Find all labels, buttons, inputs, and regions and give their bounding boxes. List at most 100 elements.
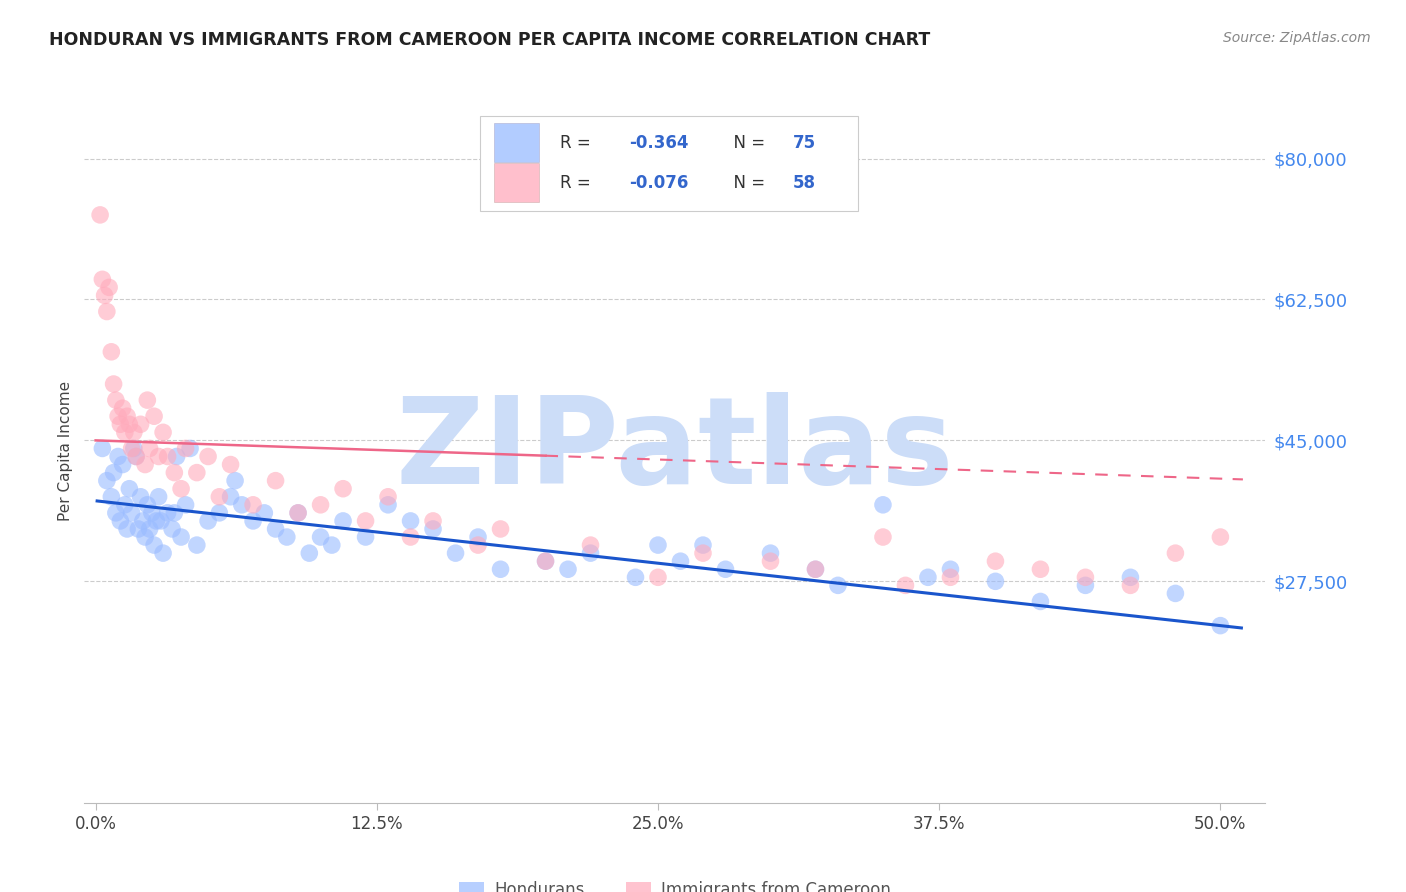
Point (129, 417, 152, 432)
Point (118, 482, 141, 496)
Point (467, 530, 489, 544)
Point (174, 442, 197, 456)
Text: -0.076: -0.076 (628, 174, 688, 192)
Point (98, 280, 121, 294)
Point (121, 442, 143, 456)
Point (100, 344, 122, 359)
Point (96, 304, 118, 318)
Text: 75: 75 (793, 134, 815, 152)
Point (186, 538, 208, 552)
Point (111, 401, 134, 416)
Point (125, 450, 148, 464)
Point (107, 450, 129, 464)
Point (141, 506, 163, 520)
Point (115, 522, 138, 536)
Point (1209, 530, 1232, 544)
Point (145, 514, 167, 528)
Point (197, 450, 219, 464)
Point (114, 425, 136, 440)
Point (984, 554, 1007, 568)
Point (917, 570, 939, 584)
Point (127, 522, 149, 536)
Point (136, 498, 159, 512)
Point (103, 466, 125, 480)
Point (1119, 578, 1142, 592)
Point (174, 498, 197, 512)
Point (1029, 562, 1052, 576)
Point (163, 506, 186, 520)
Point (122, 442, 145, 456)
Point (118, 417, 141, 432)
Point (872, 530, 894, 544)
Point (692, 546, 714, 560)
Point (253, 506, 276, 520)
Point (354, 530, 377, 544)
Point (134, 458, 156, 472)
Point (354, 514, 377, 528)
Point (129, 490, 152, 504)
Point (276, 530, 298, 544)
Point (714, 562, 737, 576)
Point (208, 490, 231, 504)
Point (1029, 594, 1052, 608)
Point (422, 514, 444, 528)
Point (1164, 546, 1187, 560)
Point (104, 506, 127, 520)
Point (647, 570, 669, 584)
Point (170, 530, 193, 544)
Point (163, 466, 186, 480)
Y-axis label: Per Capita Income: Per Capita Income (58, 380, 73, 521)
Point (759, 554, 782, 568)
Point (647, 538, 669, 552)
Point (110, 417, 132, 432)
Point (156, 450, 179, 464)
Point (242, 498, 264, 512)
Point (110, 514, 132, 528)
Point (489, 522, 512, 536)
Point (125, 450, 148, 464)
FancyBboxPatch shape (494, 123, 538, 161)
Point (444, 546, 467, 560)
Point (264, 474, 287, 488)
FancyBboxPatch shape (494, 163, 538, 202)
Point (939, 570, 962, 584)
Point (219, 490, 242, 504)
Text: Source: ZipAtlas.com: Source: ZipAtlas.com (1223, 31, 1371, 45)
Point (143, 409, 166, 424)
Point (321, 538, 343, 552)
Point (804, 562, 827, 576)
Point (534, 554, 557, 568)
Point (100, 490, 122, 504)
Point (160, 522, 183, 536)
Point (399, 514, 422, 528)
Point (534, 554, 557, 568)
Legend: Hondurans, Immigrants from Cameroon: Hondurans, Immigrants from Cameroon (453, 874, 897, 892)
Point (231, 498, 253, 512)
Point (579, 546, 602, 560)
Point (332, 482, 354, 496)
Point (287, 506, 309, 520)
Point (692, 538, 714, 552)
Point (467, 538, 489, 552)
Point (148, 490, 170, 504)
Point (579, 538, 602, 552)
Point (332, 514, 354, 528)
Point (132, 514, 155, 528)
Point (114, 498, 136, 512)
Point (489, 562, 512, 576)
Point (1119, 570, 1142, 584)
Point (422, 522, 444, 536)
Point (624, 570, 647, 584)
Point (557, 562, 579, 576)
Text: 58: 58 (793, 174, 815, 192)
Point (399, 530, 422, 544)
Point (197, 514, 219, 528)
Point (1209, 618, 1232, 632)
Point (1164, 586, 1187, 600)
Point (827, 578, 849, 592)
Point (107, 409, 129, 424)
Point (309, 498, 332, 512)
Point (152, 425, 174, 440)
Point (242, 514, 264, 528)
Point (149, 514, 172, 528)
